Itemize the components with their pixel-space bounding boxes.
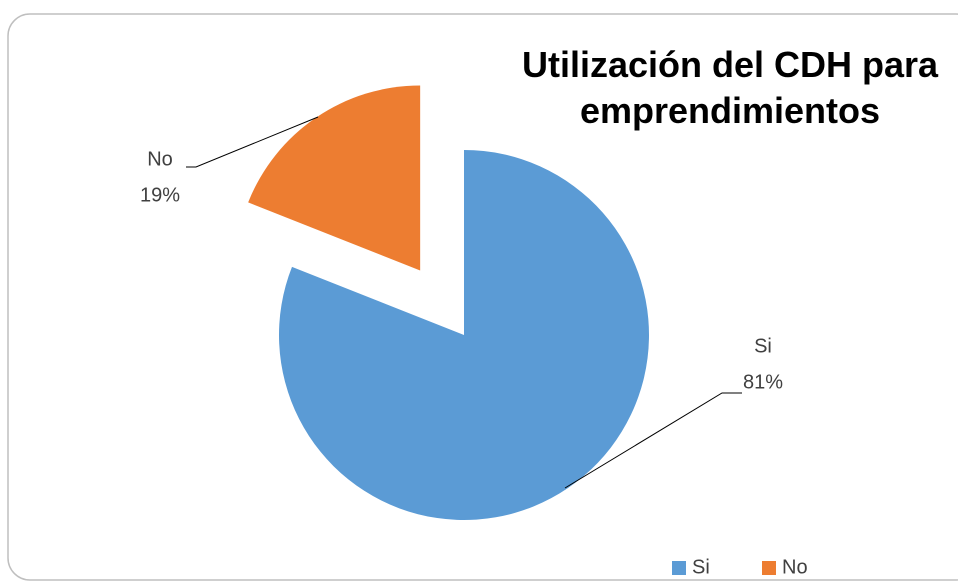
pie-slice: [248, 85, 421, 271]
legend-swatch: [762, 561, 776, 575]
data-label-value: 81%: [743, 371, 783, 393]
leader-line: [564, 392, 742, 489]
legend-swatch: [672, 561, 686, 575]
pie-slice: [279, 150, 650, 520]
data-label-category: Si: [754, 335, 772, 357]
legend-label: No: [782, 556, 808, 578]
leader-line: [186, 116, 319, 168]
chart-title: Utilización del CDH para emprendimientos: [521, 44, 939, 131]
data-label-value: 19%: [140, 184, 180, 206]
data-label-category: No: [147, 148, 173, 170]
legend-label: Si: [692, 556, 710, 578]
